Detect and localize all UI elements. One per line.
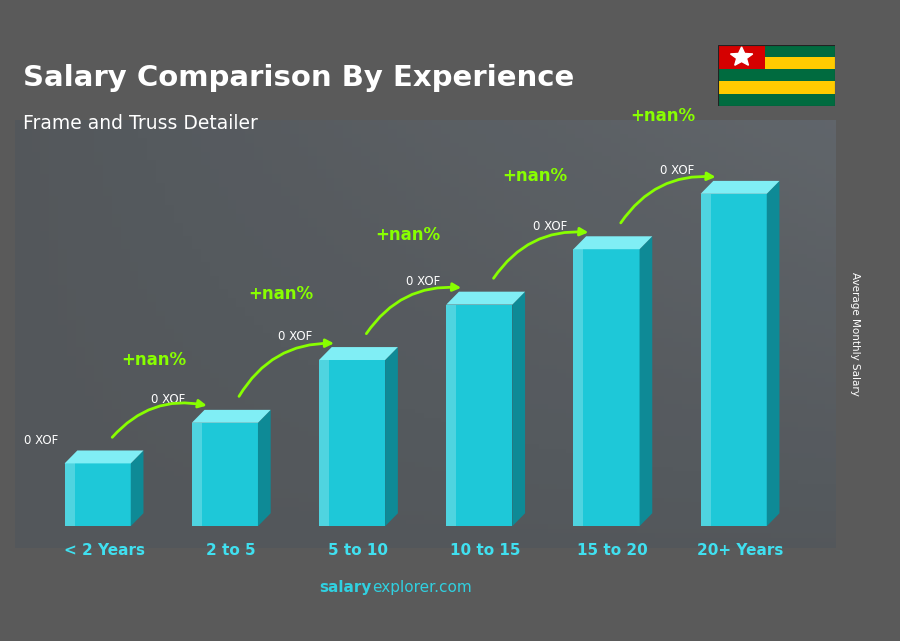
- Text: Frame and Truss Detailer: Frame and Truss Detailer: [23, 113, 258, 133]
- Text: 0 XOF: 0 XOF: [151, 393, 185, 406]
- Text: +nan%: +nan%: [630, 108, 695, 126]
- Polygon shape: [731, 47, 752, 65]
- Text: explorer.com: explorer.com: [372, 581, 472, 595]
- FancyBboxPatch shape: [573, 249, 640, 526]
- Polygon shape: [700, 181, 779, 194]
- Bar: [718, 57, 835, 69]
- Text: 20+ Years: 20+ Years: [697, 543, 783, 558]
- Bar: [718, 45, 765, 69]
- Text: 15 to 20: 15 to 20: [578, 543, 648, 558]
- Text: 0 XOF: 0 XOF: [533, 220, 567, 233]
- Bar: [700, 194, 710, 526]
- Polygon shape: [385, 347, 398, 526]
- Polygon shape: [192, 410, 271, 423]
- Text: 2 to 5: 2 to 5: [206, 543, 256, 558]
- FancyBboxPatch shape: [319, 360, 385, 526]
- Bar: [192, 423, 202, 526]
- Text: 0 XOF: 0 XOF: [278, 330, 312, 344]
- Polygon shape: [573, 237, 652, 249]
- Polygon shape: [640, 237, 652, 526]
- Bar: [319, 360, 328, 526]
- Bar: [718, 45, 835, 57]
- Bar: [573, 249, 583, 526]
- Text: 5 to 10: 5 to 10: [328, 543, 389, 558]
- FancyBboxPatch shape: [192, 423, 258, 526]
- FancyBboxPatch shape: [446, 304, 512, 526]
- Polygon shape: [767, 181, 779, 526]
- Text: +nan%: +nan%: [503, 167, 568, 185]
- Polygon shape: [512, 292, 525, 526]
- Polygon shape: [258, 410, 271, 526]
- FancyBboxPatch shape: [700, 194, 767, 526]
- Text: 0 XOF: 0 XOF: [660, 164, 694, 177]
- Bar: [718, 69, 835, 81]
- Text: +nan%: +nan%: [375, 226, 441, 244]
- Text: 10 to 15: 10 to 15: [450, 543, 521, 558]
- Text: < 2 Years: < 2 Years: [64, 543, 145, 558]
- Polygon shape: [130, 451, 143, 526]
- Text: +nan%: +nan%: [248, 285, 313, 303]
- Bar: [718, 81, 835, 94]
- Bar: [446, 304, 456, 526]
- Polygon shape: [446, 292, 525, 304]
- Text: Average Monthly Salary: Average Monthly Salary: [850, 272, 860, 396]
- Text: 0 XOF: 0 XOF: [24, 434, 58, 447]
- Polygon shape: [319, 347, 398, 360]
- Bar: [65, 463, 75, 526]
- Polygon shape: [65, 451, 143, 463]
- Text: +nan%: +nan%: [122, 351, 186, 369]
- Bar: [718, 94, 835, 106]
- Text: 0 XOF: 0 XOF: [406, 275, 440, 288]
- Text: Salary Comparison By Experience: Salary Comparison By Experience: [23, 64, 574, 92]
- FancyBboxPatch shape: [65, 463, 130, 526]
- Text: salary: salary: [320, 581, 372, 595]
